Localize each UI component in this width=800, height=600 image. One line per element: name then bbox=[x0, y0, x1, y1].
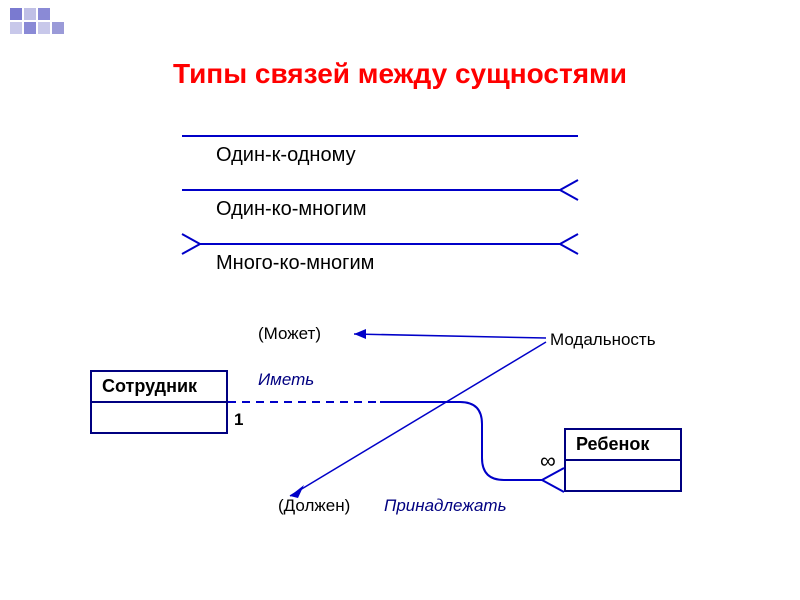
relation-one-to-one-line bbox=[182, 126, 578, 146]
relation-one-to-many-line bbox=[182, 180, 578, 200]
page-title: Типы связей между сущностями bbox=[0, 58, 800, 90]
modality-arrows bbox=[250, 320, 570, 520]
relation-many-to-many-line bbox=[182, 234, 578, 254]
cardinality-one: 1 bbox=[234, 410, 243, 430]
relation-many-to-many-label: Много-ко-многим bbox=[216, 252, 374, 275]
relation-one-to-one-label: Один-к-одному bbox=[216, 144, 356, 167]
relation-one-to-many-label: Один-ко-многим bbox=[216, 198, 367, 221]
